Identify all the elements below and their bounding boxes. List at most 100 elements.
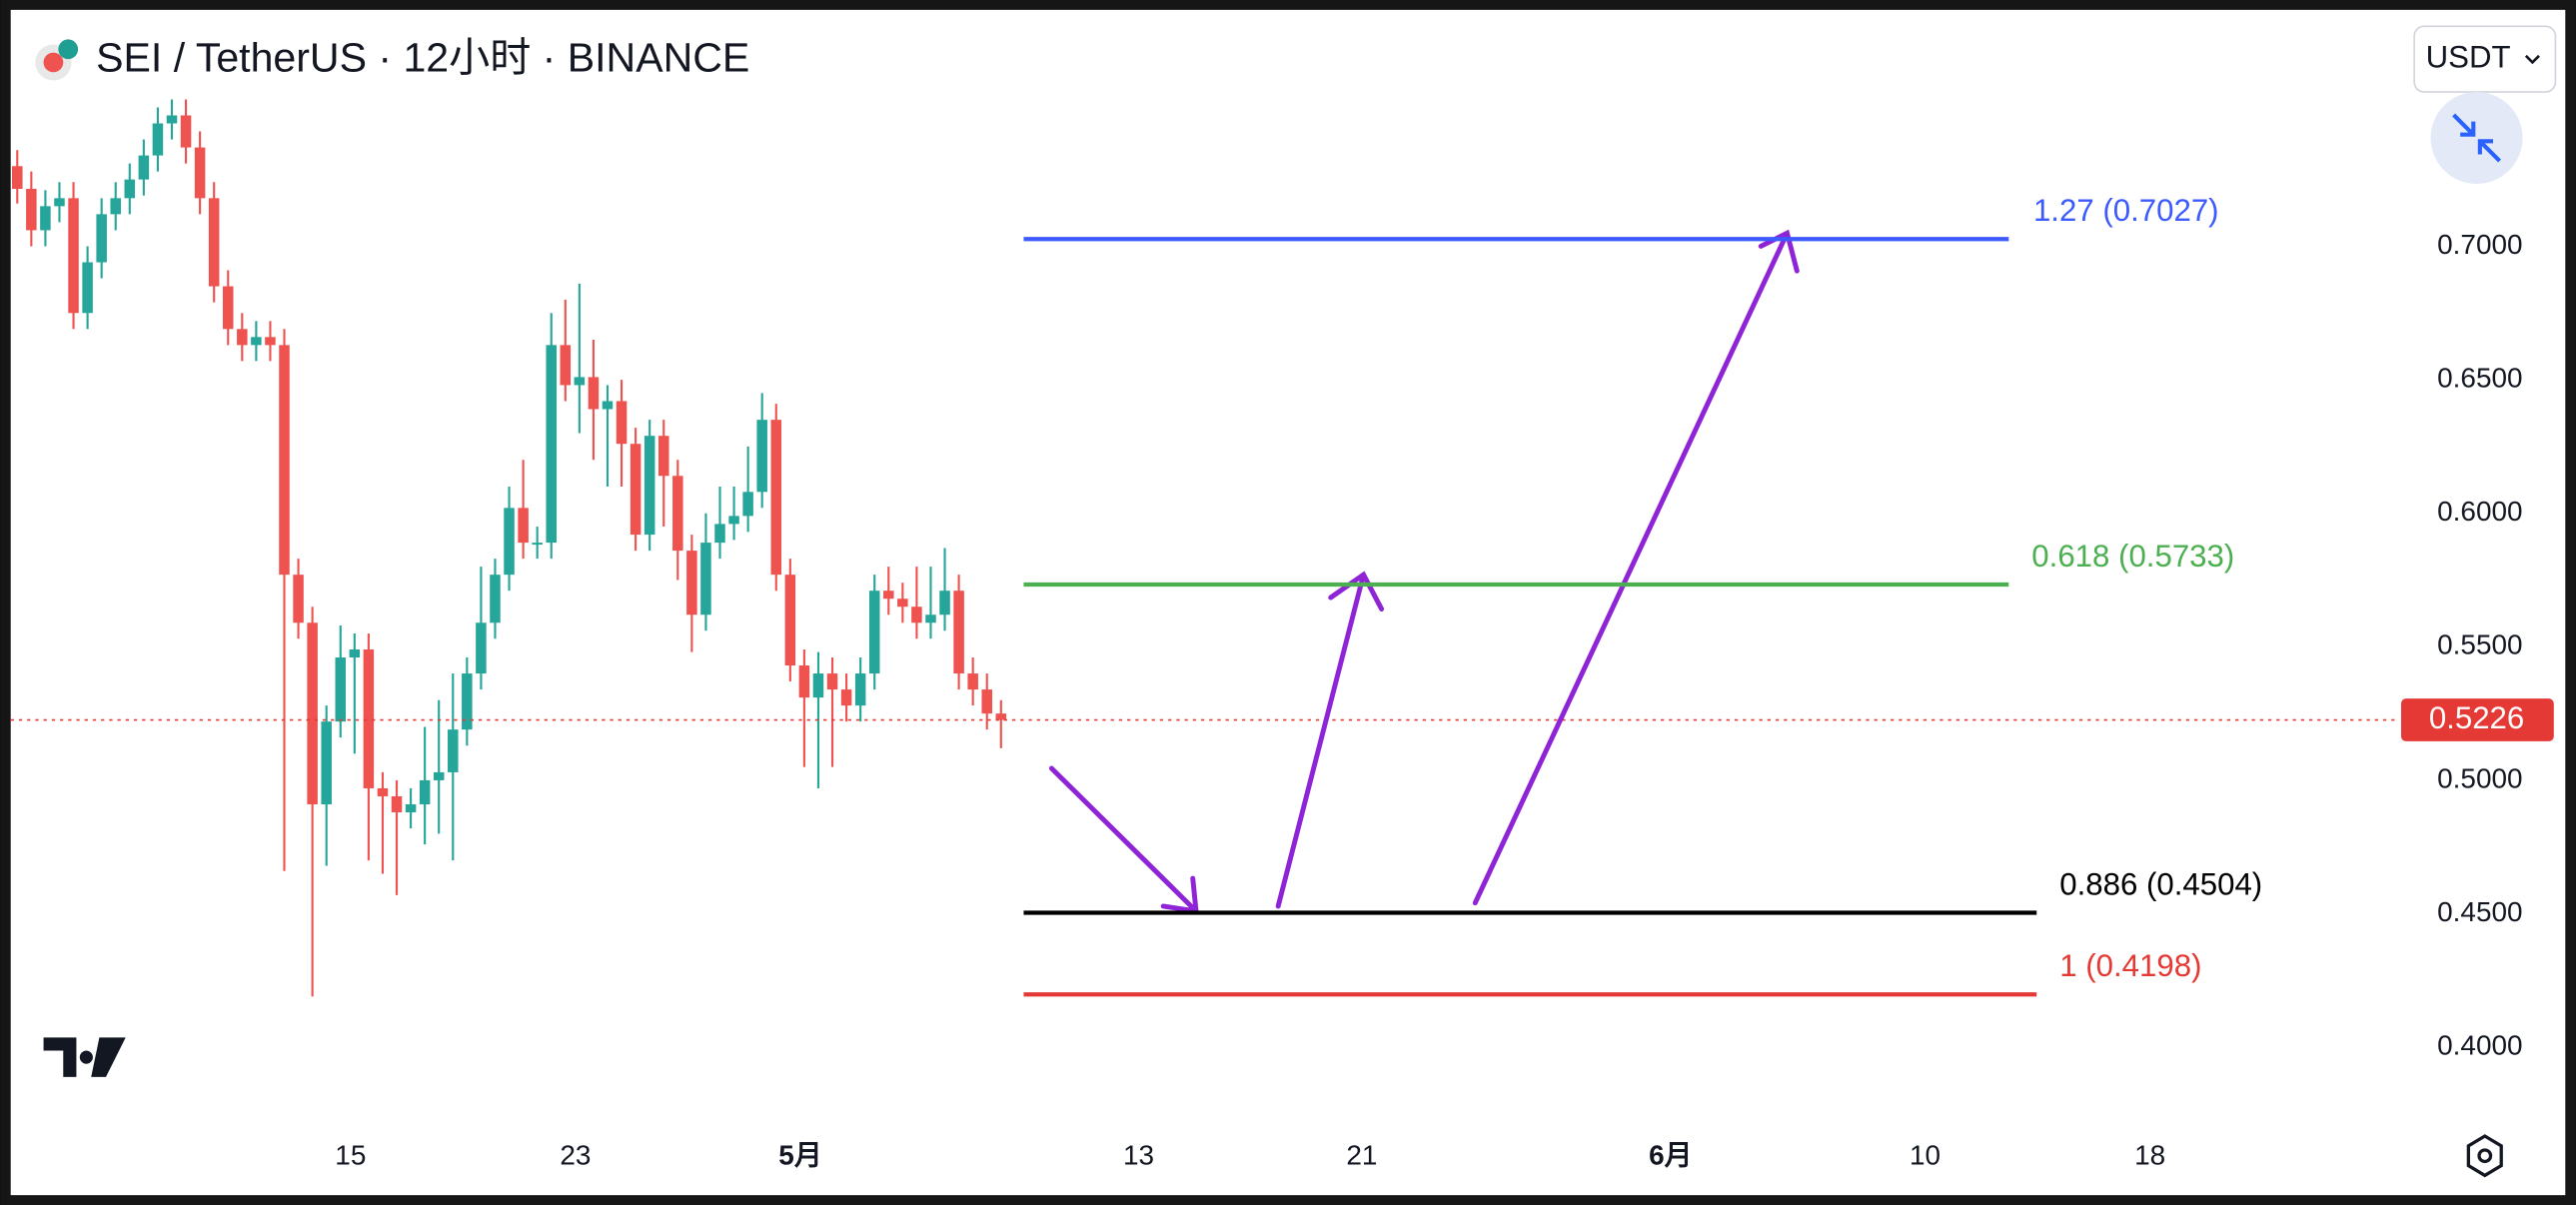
candle-body <box>883 591 894 600</box>
candle-body <box>995 713 1007 720</box>
candle-body <box>307 622 318 804</box>
candle-body <box>462 673 473 730</box>
candle-body <box>138 155 150 180</box>
symbol-icon-dot <box>43 52 64 73</box>
dropdown-caret <box>2524 54 2540 65</box>
candle-body <box>644 436 655 536</box>
candle-body <box>756 420 767 493</box>
candle-body <box>518 508 529 544</box>
fib-level-label: 0.886 (0.4504) <box>2059 866 2262 901</box>
candle-body <box>672 476 683 552</box>
candle-body <box>54 198 65 207</box>
x-tick-label: 5月 <box>778 1140 821 1171</box>
candle-body <box>391 795 403 813</box>
candle-body <box>166 115 178 124</box>
y-tick-label: 0.4000 <box>2437 1030 2522 1061</box>
candle-body <box>349 648 361 658</box>
fib-level-label: 1.27 (0.7027) <box>2033 193 2219 228</box>
currency-button[interactable] <box>2413 25 2557 93</box>
fib-level-label: 1 (0.4198) <box>2059 948 2201 983</box>
exchange-icon <box>58 39 79 60</box>
candle-body <box>911 606 922 623</box>
candle-body <box>419 779 431 804</box>
candle-body <box>433 771 445 780</box>
candle-body <box>770 420 782 576</box>
candle-body <box>728 516 739 525</box>
x-tick-label: 13 <box>1123 1140 1154 1171</box>
candle-body <box>363 648 375 788</box>
candle-body <box>532 543 543 546</box>
y-tick-label: 0.6000 <box>2437 496 2522 527</box>
candle-body <box>560 345 572 386</box>
candle-body <box>897 599 908 607</box>
candle-body <box>321 721 332 804</box>
candle-body <box>405 803 417 813</box>
candle-body <box>237 329 248 346</box>
candle-body <box>152 123 164 156</box>
candle-body <box>82 262 93 314</box>
candle-body <box>574 377 586 386</box>
y-tick-label: 0.5000 <box>2437 762 2522 793</box>
fib-level-label: 0.618 (0.5733) <box>2031 539 2234 574</box>
x-tick-label: 23 <box>560 1140 591 1171</box>
last-price-tag <box>2400 698 2554 741</box>
x-tick-label: 15 <box>335 1140 366 1171</box>
candle-body <box>714 524 725 544</box>
candle-body <box>812 673 824 698</box>
chart-title: SEI / TetherUS · 12小时 · BINANCE <box>96 35 749 81</box>
chart-area <box>10 9 2566 1196</box>
candle-body <box>180 115 192 148</box>
candle-body <box>602 401 614 410</box>
last-price-label: 0.5226 <box>2429 700 2524 735</box>
candle-body <box>26 188 37 231</box>
candle-body <box>967 673 978 690</box>
candle-body <box>490 575 501 623</box>
candle-body <box>981 689 992 714</box>
candle-body <box>784 575 796 666</box>
candle-body <box>840 689 852 706</box>
y-tick-label: 0.7000 <box>2437 229 2522 260</box>
x-tick-label: 21 <box>1346 1140 1377 1171</box>
candle-body <box>700 543 711 615</box>
candle-body <box>279 345 290 576</box>
candle-body <box>953 591 964 674</box>
candle-body <box>826 673 838 690</box>
candle-body <box>616 401 628 445</box>
y-tick-label: 0.4500 <box>2437 896 2522 927</box>
y-tick-label: 0.5500 <box>2437 629 2522 660</box>
candle-body <box>12 166 23 189</box>
settings-icon-center <box>2477 1148 2493 1164</box>
x-tick-label: 10 <box>1910 1140 1940 1171</box>
logo <box>43 1037 126 1077</box>
candle-body <box>293 575 304 623</box>
candle-body <box>208 198 220 287</box>
candle-body <box>476 622 487 674</box>
candle-body <box>40 206 51 231</box>
candle-body <box>194 147 206 199</box>
arrow <box>1472 229 1800 906</box>
settings-icon[interactable] <box>2466 1134 2503 1178</box>
candle-body <box>335 657 347 722</box>
x-tick-label: 6月 <box>1649 1140 1692 1171</box>
candle-body <box>630 444 642 536</box>
candle-body <box>939 591 950 615</box>
y-tick-label: 0.6500 <box>2437 362 2522 393</box>
candle-body <box>798 665 810 698</box>
candle-body <box>265 337 276 346</box>
candle-body <box>251 337 262 346</box>
candle-body <box>96 214 107 263</box>
candle-body <box>686 551 697 615</box>
candle-body <box>546 345 557 544</box>
candle-body <box>657 436 669 477</box>
candle-body <box>742 492 753 517</box>
candle-body <box>925 614 936 623</box>
x-tick-label: 18 <box>2134 1140 2165 1171</box>
candle-body <box>854 673 866 706</box>
candle-body <box>222 286 234 330</box>
plot <box>10 99 2398 997</box>
candle-body <box>377 787 389 796</box>
candle-body <box>504 508 515 576</box>
currency-label[interactable]: USDT <box>2426 39 2511 74</box>
collapse-button[interactable] <box>2430 92 2523 185</box>
